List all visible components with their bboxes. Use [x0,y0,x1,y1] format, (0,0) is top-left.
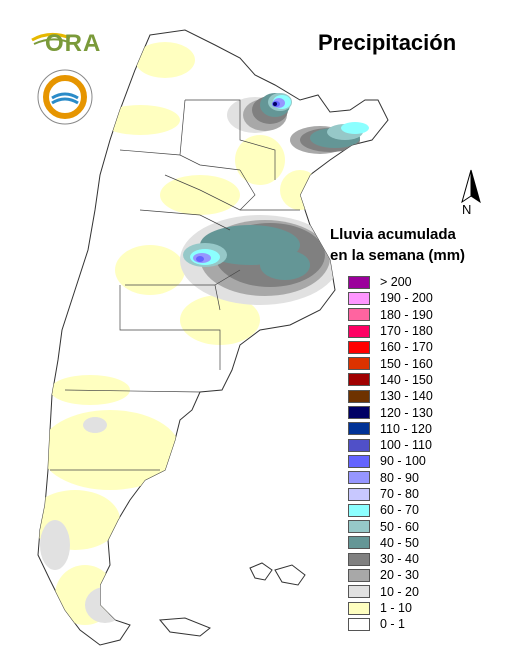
legend-swatch [348,601,370,615]
legend-swatch [348,585,370,599]
legend-label: 70 - 80 [380,487,419,501]
legend-swatch [348,340,370,354]
legend-label: 0 - 1 [380,617,406,632]
legend-item: 150 - 160 [348,355,433,371]
legend-title-line2: en la semana (mm) [330,247,466,264]
legend-item: 120 - 130 [348,404,433,420]
ora-logo-icon [31,33,71,45]
legend-swatch [348,291,370,305]
malvinas-islands [249,562,306,586]
legend-item: 1 - 10 [348,600,433,616]
legend-label: > 200 [380,275,412,290]
legend-item: 110 - 120 [348,421,433,437]
legend-item: > 200 [348,274,433,290]
legend-swatch [348,357,370,371]
north-label: N [462,202,472,217]
legend-label: 60 - 70 [380,503,419,518]
legend-item: 190 - 200 [348,290,433,306]
legend-item: 20 - 30 [348,567,433,583]
legend-item: 40 - 50 [348,535,433,551]
legend-swatch [348,536,370,550]
legend-item: 170 - 180 [348,323,433,339]
legend-item: 10 - 20 [348,584,433,600]
legend-item: 60 - 70 [348,502,433,518]
legend-label: 50 - 60 [380,519,419,534]
legend-label: 100 - 110 [380,438,432,453]
legend-swatch [348,617,370,631]
legend-item: 90 - 100 [348,453,433,469]
legend-swatch [348,389,370,403]
legend-label: 120 - 130 [380,405,433,420]
legend-swatch [348,520,370,534]
legend-label: 110 - 120 [380,421,432,436]
legend-swatch [348,373,370,387]
legend-item: 140 - 150 [348,372,433,388]
legend-swatch [348,324,370,338]
legend-swatch [348,454,370,468]
legend-item: 80 - 90 [348,470,433,486]
legend-swatch [348,471,370,485]
legend-swatch [348,487,370,501]
map-title: Precipitación [318,30,457,55]
legend-item: 30 - 40 [348,551,433,567]
legend-label: 80 - 90 [380,470,419,485]
legend-label: 1 - 10 [380,601,412,616]
legend-label: 10 - 20 [380,584,419,599]
legend-label: 30 - 40 [380,552,419,567]
legend-swatch [348,275,370,289]
legend-swatch [348,406,370,420]
legend-label: 90 - 100 [380,454,426,469]
legend-item: 0 - 1 [348,616,433,632]
legend-item: 50 - 60 [348,518,433,534]
legend-item: 180 - 190 [348,307,433,323]
legend-label: 150 - 160 [380,356,433,371]
legend-swatch [348,568,370,582]
legend-label: 40 - 50 [380,535,419,550]
legend-label: 190 - 200 [380,291,433,306]
tierra-del-fuego [158,617,211,637]
legend-label: 130 - 140 [380,389,433,404]
legend-swatch [348,552,370,566]
province-borders [50,99,300,471]
legend-item: 160 - 170 [348,339,433,355]
legend-title-line1: Lluvia acumulada [330,226,456,243]
legend-item: 130 - 140 [348,388,433,404]
legend-label: 160 - 170 [380,340,433,355]
legend-label: 140 - 150 [380,372,433,387]
legend-label: 180 - 190 [380,307,433,322]
legend: > 200 190 - 200 180 - 190 170 - 180 160 - 17… [348,274,433,633]
legend-swatch [348,438,370,452]
north-arrow-icon [461,169,481,204]
smn-logo-icon [37,69,93,125]
legend-label: 20 - 30 [380,568,419,583]
legend-label: 170 - 180 [380,324,433,339]
legend-item: 70 - 80 [348,486,433,502]
legend-swatch [348,503,370,517]
legend-title: Lluvia acumulada en la semana (mm) [330,224,490,266]
ora-logo-text: ORA [45,30,102,57]
legend-swatch [348,308,370,322]
legend-item: 100 - 110 [348,437,433,453]
legend-swatch [348,422,370,436]
